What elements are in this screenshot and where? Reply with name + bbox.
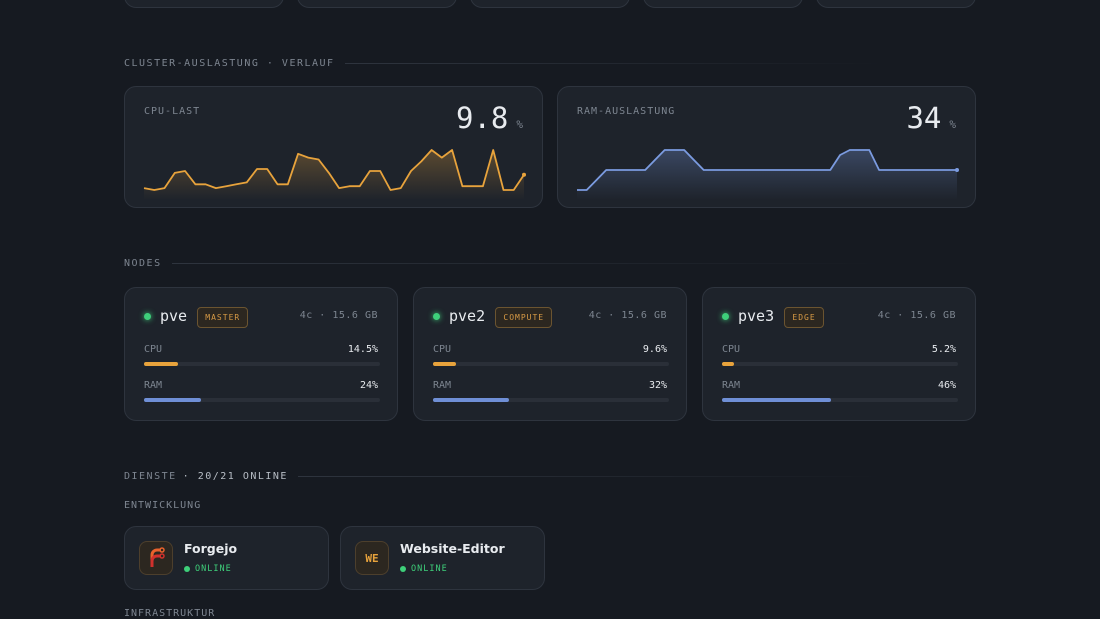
metric-unit: %	[949, 118, 956, 131]
metric-number: 34	[906, 101, 942, 135]
sparkline-line	[577, 149, 957, 191]
metric-name: RAM	[144, 380, 163, 391]
chart-card[interactable]: CPU-LAST 9.8%	[124, 86, 543, 208]
sparkline-end	[522, 172, 526, 177]
metric-value: 46%	[937, 380, 956, 391]
top-card[interactable]	[297, 0, 457, 8]
progress-bar	[144, 362, 179, 366]
node-name: pve2	[449, 307, 486, 325]
metric-name: CPU	[722, 344, 741, 355]
metric-value: 5.2%	[931, 344, 956, 355]
status-dot	[184, 566, 190, 572]
service-status: ONLINE	[195, 564, 232, 574]
sparkline-area	[144, 150, 524, 200]
service-name: Website-Editor	[400, 541, 505, 556]
progress-bar	[144, 398, 201, 402]
node-card[interactable]: pve MASTER 4c · 15.6 GB CPU 14.5% RAM 24%	[124, 287, 398, 421]
sparkline-line	[143, 149, 525, 191]
metric-unit: %	[516, 118, 523, 131]
services-count: · 20/21 ONLINE	[182, 471, 288, 482]
progress-bar	[433, 398, 509, 402]
node-card[interactable]: pve2 COMPUTE 4c · 15.6 GB CPU 9.6% RAM 32%	[413, 287, 687, 421]
metric-value: 14.5%	[347, 344, 378, 355]
sparkline-end	[955, 168, 959, 172]
service-icon	[139, 541, 173, 575]
section-heading: CLUSTER-AUSLASTUNG · VERLAUF	[124, 58, 884, 69]
group-title: ENTWICKLUNG	[124, 500, 202, 511]
node-name: pve	[160, 307, 188, 325]
metric-name: RAM	[722, 380, 741, 391]
node-spec: 4c · 15.6 GB	[877, 310, 956, 321]
service-card[interactable]: Forgejo ONLINE	[124, 526, 329, 590]
metric-name: CPU	[433, 344, 452, 355]
service-status: ONLINE	[411, 564, 448, 574]
metric-value: 34%	[906, 101, 956, 135]
sparkline-area	[577, 150, 957, 200]
metric-name: RAM	[433, 380, 452, 391]
progress-bar	[722, 398, 831, 402]
section-title: DIENSTE	[124, 471, 177, 482]
node-spec: 4c · 15.6 GB	[588, 310, 667, 321]
section-heading: NODES	[124, 258, 884, 269]
forgejo-logo	[150, 547, 165, 567]
service-card[interactable]: WE Website-Editor ONLINE	[340, 526, 545, 590]
status-dot	[400, 566, 406, 572]
service-name: Forgejo	[184, 541, 238, 556]
top-card[interactable]	[816, 0, 976, 8]
progress-track	[722, 398, 958, 402]
status-dot	[722, 313, 729, 320]
metric-value: 9.6%	[642, 344, 667, 355]
section-heading: DIENSTE · 20/21 ONLINE	[124, 471, 884, 482]
service-icon: WE	[355, 541, 389, 575]
node-name: pve3	[738, 307, 775, 325]
progress-bar	[722, 362, 735, 366]
progress-track	[722, 362, 958, 366]
chart-title: CPU-LAST	[144, 106, 201, 117]
metric-value: 32%	[648, 380, 667, 391]
status-dot	[433, 313, 440, 320]
metric-number: 9.8	[455, 101, 509, 135]
progress-track	[144, 362, 380, 366]
chart-card[interactable]: RAM-AUSLASTUNG 34%	[557, 86, 976, 208]
role-badge: MASTER	[197, 307, 249, 328]
top-card[interactable]	[470, 0, 630, 8]
metric-value: 9.8%	[456, 101, 523, 135]
section-title: CLUSTER-AUSLASTUNG · VERLAUF	[124, 58, 335, 69]
node-card[interactable]: pve3 EDGE 4c · 15.6 GB CPU 5.2% RAM 46%	[702, 287, 976, 421]
role-badge: EDGE	[784, 307, 824, 328]
status-dot	[144, 313, 151, 320]
progress-bar	[433, 362, 456, 366]
sparkline	[143, 149, 526, 200]
group-title: INFRASTRUKTUR	[124, 608, 216, 619]
chart-title: RAM-AUSLASTUNG	[577, 106, 676, 117]
role-badge: COMPUTE	[495, 307, 553, 328]
sparkline	[577, 149, 959, 200]
progress-track	[433, 398, 669, 402]
metric-name: CPU	[144, 344, 163, 355]
node-spec: 4c · 15.6 GB	[299, 310, 378, 321]
metric-value: 24%	[359, 380, 378, 391]
top-card[interactable]	[643, 0, 803, 8]
section-title: NODES	[124, 258, 162, 269]
progress-track	[433, 362, 669, 366]
top-card[interactable]	[124, 0, 284, 8]
progress-track	[144, 398, 380, 402]
